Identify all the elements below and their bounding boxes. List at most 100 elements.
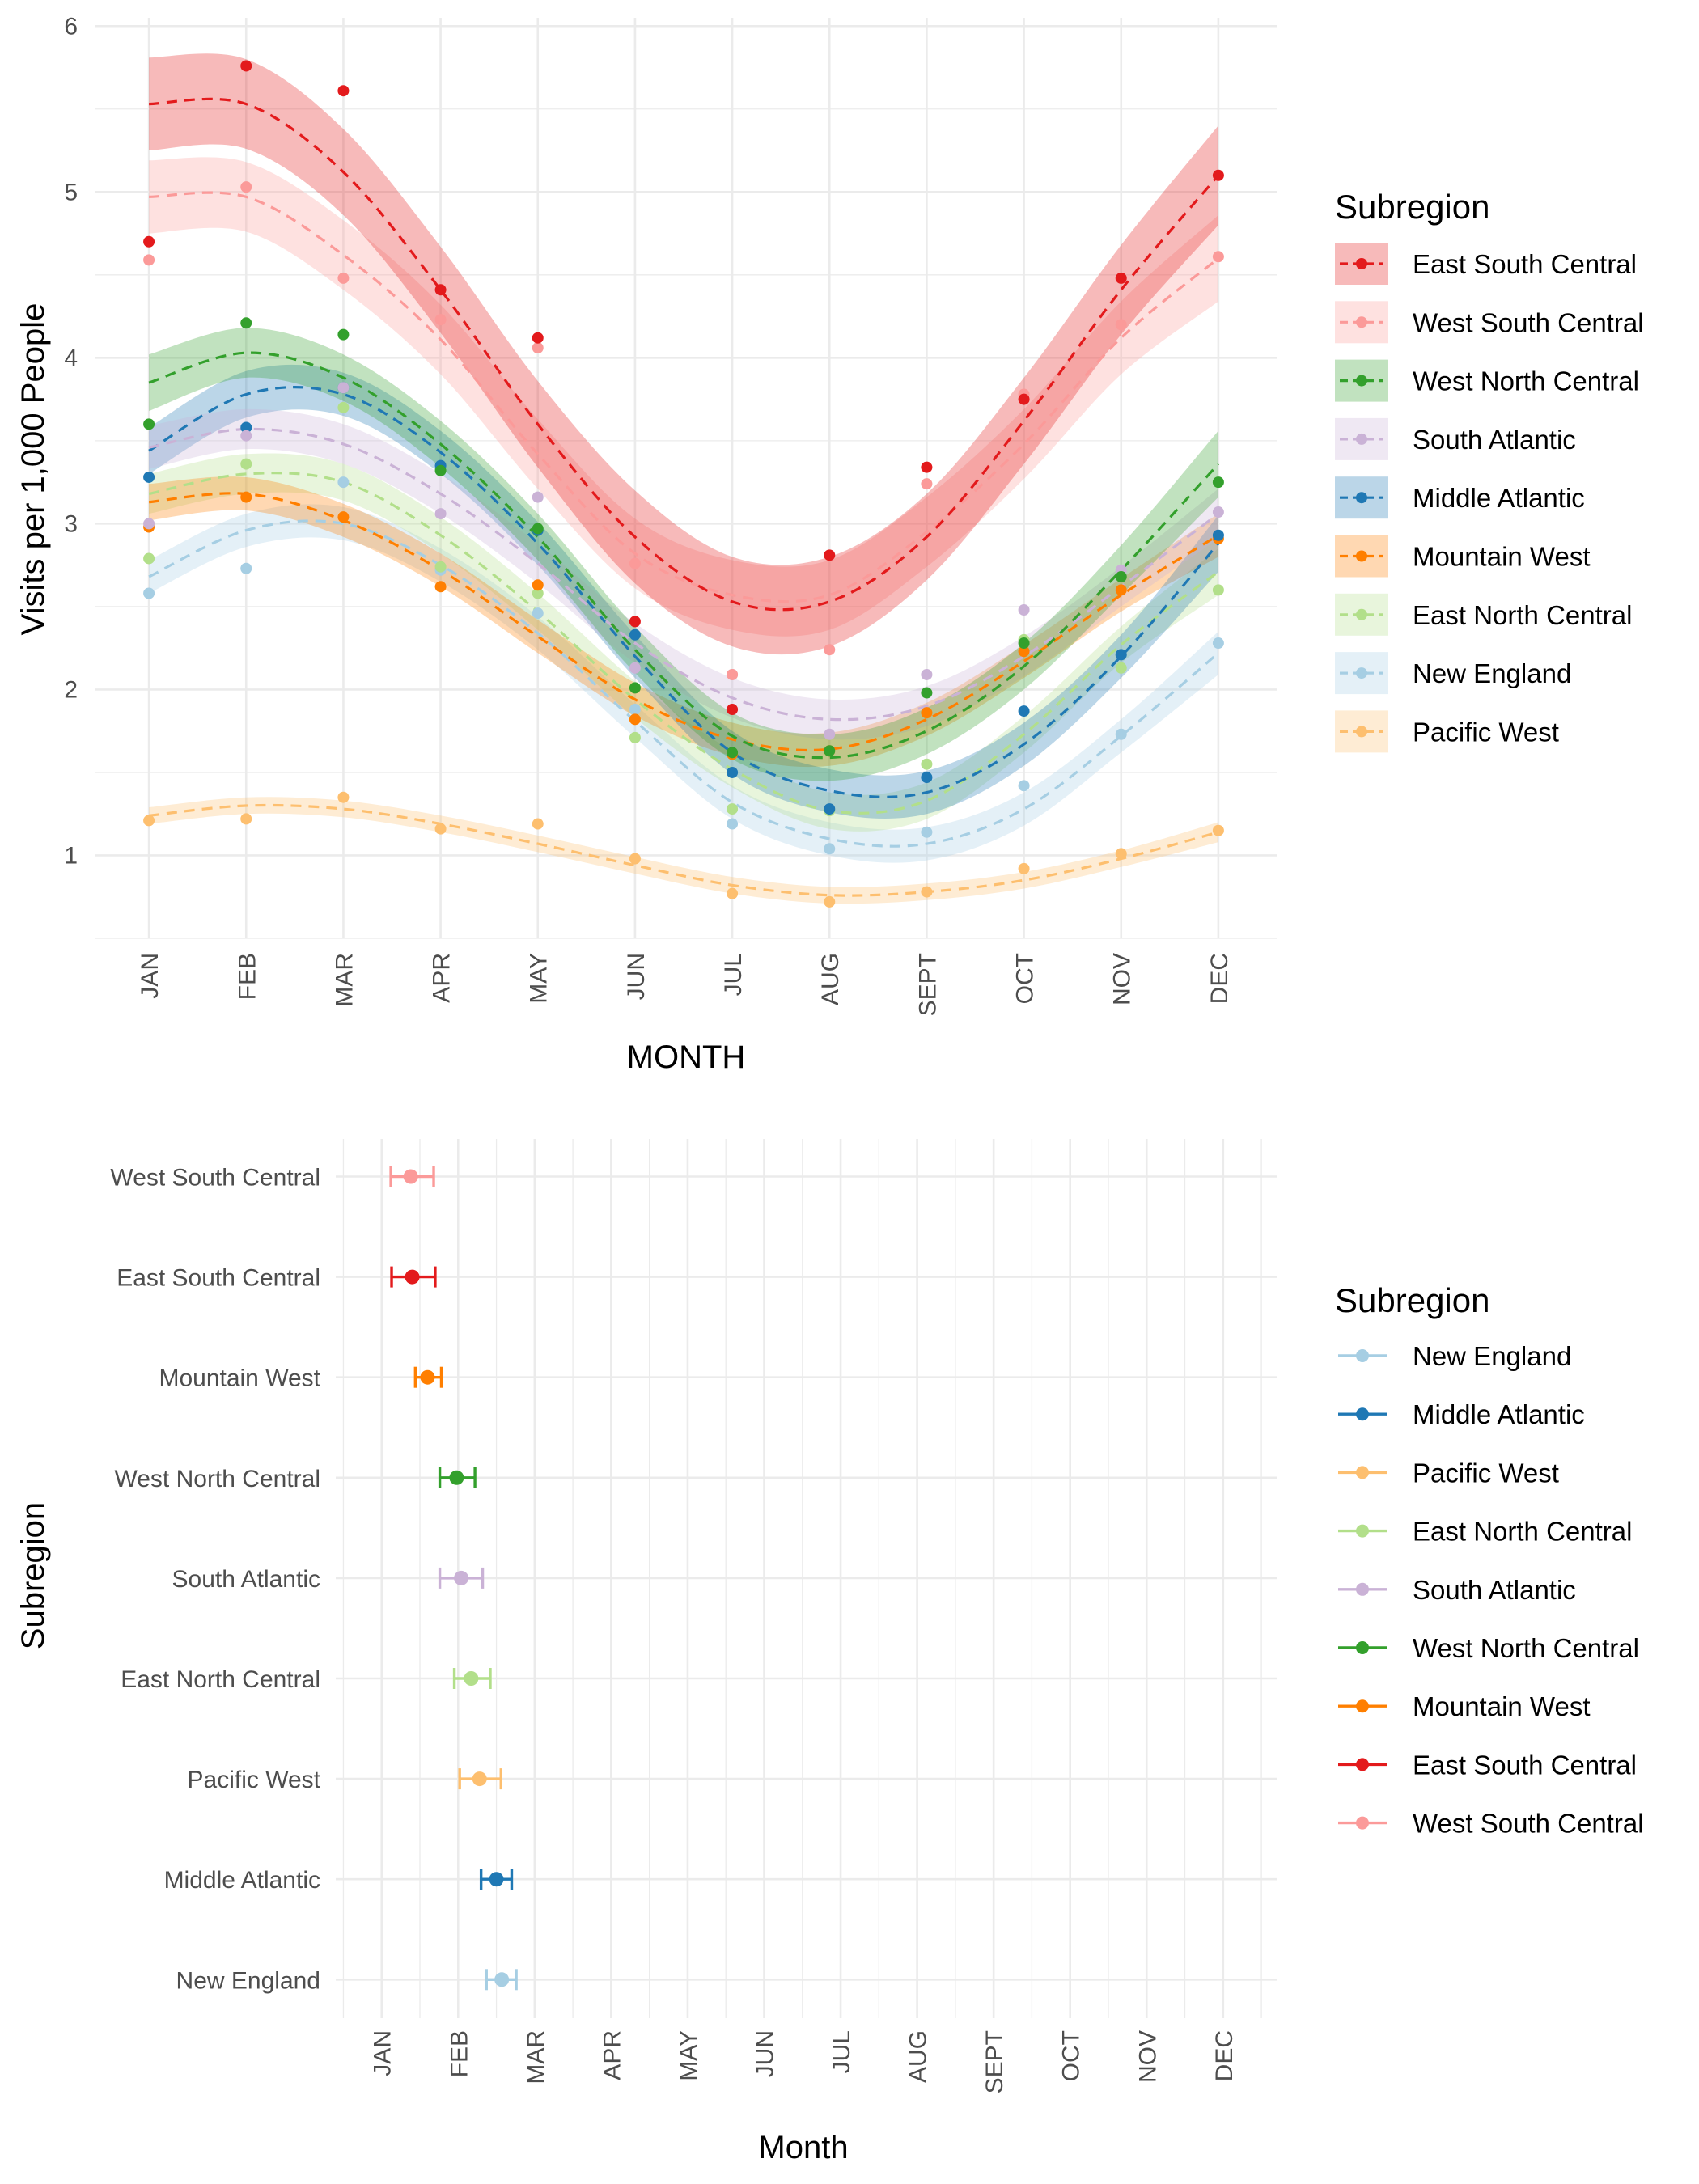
legend-label: South Atlantic [1413, 425, 1576, 455]
west-south-central-point [532, 342, 544, 354]
mountain-west-peak-marker [413, 1366, 443, 1388]
y-tick-label: New England [176, 1967, 320, 1994]
legend-label: Pacific West [1413, 1458, 1559, 1488]
y-tick-label: 3 [64, 510, 78, 537]
x-tick-label: AUG [905, 2030, 932, 2083]
pacific-west-point [824, 895, 836, 908]
mountain-west-point [921, 707, 933, 719]
x-tick-label: NOV [1134, 2030, 1161, 2083]
legend-label: New England [1413, 658, 1571, 688]
new-england-point [240, 562, 252, 574]
legend-key-point [1356, 258, 1367, 269]
top-chart-points [143, 60, 1224, 908]
y-tick-label: West North Central [114, 1466, 320, 1492]
east-south-central-point [434, 284, 447, 296]
top-chart-fit-lines [148, 97, 1220, 897]
west-south-central-point [240, 181, 252, 193]
bottom-legend: Subregion New England Middle Atlantic Paci… [1335, 1281, 1644, 1839]
x-tick-label: AUG [817, 953, 844, 1005]
south-atlantic-point [434, 508, 447, 520]
east-south-central-point [143, 235, 155, 248]
east-south-central-point [921, 461, 933, 473]
east-south-central-point [824, 549, 836, 561]
west-south-central-ribbon [149, 157, 1218, 637]
legend-label: East North Central [1413, 1517, 1632, 1547]
west-north-central-point [824, 745, 836, 757]
west-south-central-point [1115, 319, 1127, 331]
peak-month-chart: West South Central East South Central Moun… [15, 1139, 1644, 2165]
middle-atlantic-fit-line [148, 386, 1220, 798]
y-tick-label: South Atlantic [172, 1566, 320, 1593]
legend-item-south-atlantic: South Atlantic [1335, 417, 1576, 460]
east-south-central-point [240, 60, 252, 72]
east-north-central-point [337, 401, 350, 413]
mean-point [449, 1470, 464, 1485]
west-north-central-point [727, 747, 739, 759]
y-tick-label: 1 [64, 842, 78, 869]
bottom-legend-title: Subregion [1335, 1281, 1489, 1319]
bottom-chart-y-ticks: West South Central East South Central Moun… [110, 1165, 320, 1995]
legend-item-middle-atlantic: Middle Atlantic [1335, 476, 1585, 519]
west-south-central-point [629, 557, 641, 569]
south-atlantic-point [143, 518, 155, 530]
west-north-central-point [434, 464, 447, 476]
x-tick-label: JUL [720, 953, 747, 996]
west-north-central-fit-line [148, 351, 1220, 760]
top-y-axis-title: Visits per 1,000 People [15, 303, 51, 636]
x-tick-label: APR [599, 2030, 625, 2080]
mean-point [454, 1570, 469, 1585]
mean-point [494, 1972, 510, 1987]
top-chart-ribbons [149, 53, 1218, 904]
y-tick-label: Pacific West [188, 1767, 321, 1793]
west-north-central-point [921, 687, 933, 699]
pacific-west-point [1212, 824, 1224, 836]
bottom-y-axis-title: Subregion [15, 1502, 51, 1649]
mean-point [464, 1671, 479, 1686]
mountain-west-point [240, 491, 252, 503]
mountain-west-point [434, 581, 447, 593]
legend-label: Middle Atlantic [1413, 1399, 1585, 1429]
y-tick-label: 4 [64, 345, 78, 371]
legend-key-point [1356, 316, 1367, 328]
mountain-west-point [1115, 584, 1127, 596]
legend-label: West South Central [1413, 307, 1644, 337]
legend-key-point [1356, 1641, 1369, 1654]
east-north-central-fit-line [148, 472, 1219, 815]
x-tick-label: DEC [1206, 953, 1233, 1004]
mountain-west-point [337, 511, 350, 523]
legend-key-point [1356, 1582, 1369, 1596]
west-north-central-point [532, 523, 544, 535]
mountain-west-point [532, 579, 544, 591]
legend-item-south-atlantic: South Atlantic [1338, 1575, 1576, 1605]
y-tick-label: 6 [64, 13, 78, 40]
middle-atlantic-point [240, 421, 252, 434]
middle-atlantic-point [1018, 705, 1030, 717]
mean-point [403, 1169, 418, 1184]
south-atlantic-point [1212, 506, 1224, 518]
x-tick-label: MAY [526, 953, 553, 1004]
x-tick-label: SEPT [914, 953, 941, 1016]
west-south-central-peak-marker [389, 1166, 435, 1187]
east-south-central-fit-line [149, 97, 1220, 612]
east-north-central-point [240, 458, 252, 470]
mountain-west-ribbon [149, 476, 1218, 768]
east-south-central-point [532, 332, 544, 344]
pacific-west-point [1115, 848, 1127, 860]
legend-item-west-north-central: West North Central [1335, 359, 1639, 402]
y-tick-label: East North Central [121, 1666, 320, 1693]
middle-atlantic-point [629, 629, 641, 641]
pacific-west-point [532, 818, 544, 830]
legend-key-point [1356, 726, 1367, 738]
legend-label: New England [1413, 1341, 1571, 1371]
middle-atlantic-point [824, 803, 836, 815]
west-north-central-point [143, 418, 155, 430]
west-north-central-peak-marker [438, 1467, 477, 1488]
south-atlantic-fit-line [148, 427, 1219, 722]
legend-item-east-south-central: East South Central [1338, 1750, 1637, 1780]
new-england-point [337, 476, 350, 489]
mountain-west-point [629, 713, 641, 726]
mountain-west-point [1018, 645, 1030, 658]
y-tick-label: West South Central [110, 1165, 320, 1191]
legend-label: South Atlantic [1413, 1575, 1576, 1605]
